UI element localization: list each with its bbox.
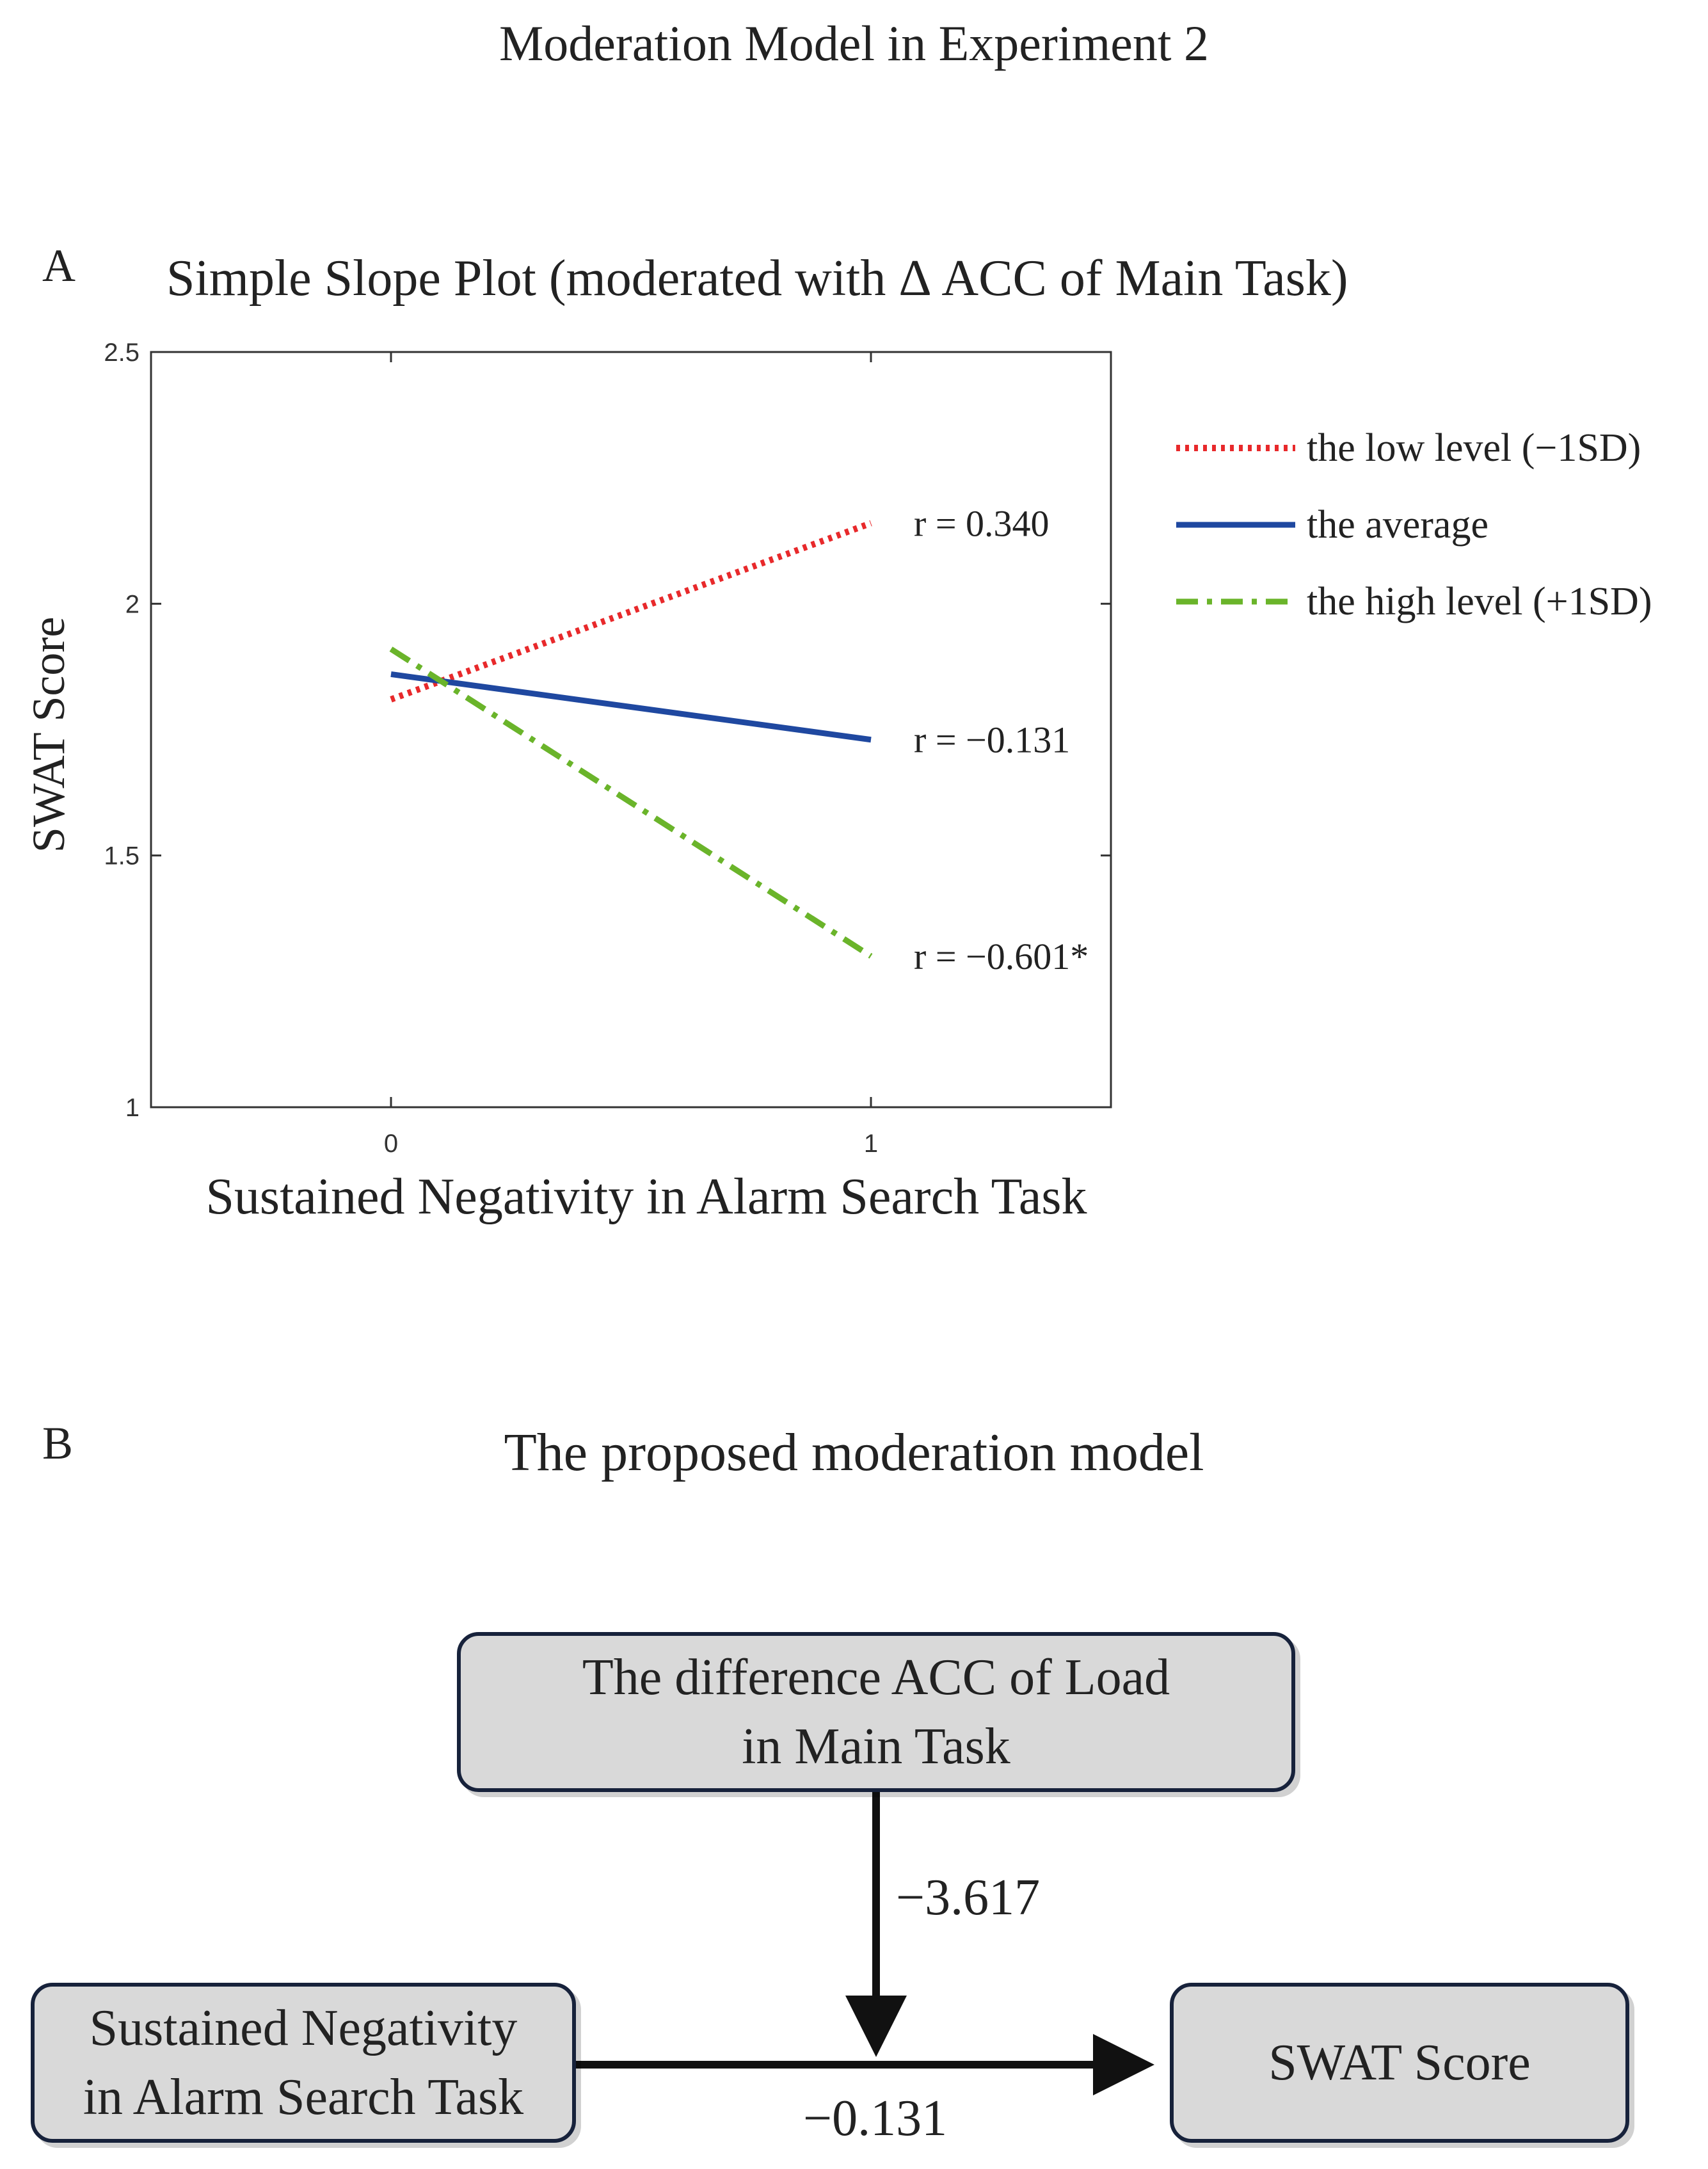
predictor-box: Sustained Negativity in Alarm Search Tas…: [31, 1983, 576, 2143]
y-tick-label: 2.5: [104, 339, 140, 367]
series-line-2: [389, 646, 873, 959]
y-tick-label: 1.5: [104, 842, 140, 870]
plot-area-frame: [150, 351, 1112, 1109]
figure-title: Moderation Model in Experiment 2: [499, 15, 1209, 71]
y-tick-label: 1: [125, 1094, 140, 1122]
chart-title: Simple Slope Plot (moderated with Δ ACC …: [166, 250, 1348, 307]
series-lines: [389, 520, 873, 959]
panel-b-label: B: [42, 1418, 74, 1469]
path-coefficient: −0.131: [803, 2090, 948, 2147]
outcome-box: SWAT Score: [1170, 1983, 1629, 2143]
predictor-label-line2: in Alarm Search Task: [83, 2069, 524, 2125]
slope-annotations: r = 0.340 r = −0.131 r = −0.601*: [914, 502, 1089, 977]
legend-label-2: the high level (+1SD): [1307, 580, 1652, 623]
x-axis-label: Sustained Negativity in Alarm Search Tas…: [205, 1169, 1087, 1225]
y-axis: 1 1.5 2 2.5: [104, 339, 1111, 1122]
slope-annotation-1: r = −0.131: [914, 719, 1070, 761]
model-title: The proposed moderation model: [504, 1423, 1204, 1482]
predictor-label-line1: Sustained Negativity: [89, 2000, 518, 2056]
moderator-label-line2: in Main Task: [742, 1718, 1010, 1775]
outcome-label: SWAT Score: [1268, 2035, 1531, 2091]
moderator-coefficient: −3.617: [896, 1869, 1041, 1926]
slope-annotation-2: r = −0.601*: [914, 936, 1089, 977]
y-tick-label: 2: [125, 590, 140, 618]
legend-label-1: the average: [1307, 503, 1489, 547]
series-line-1: [390, 671, 872, 743]
legend: the low level (−1SD) the average the high …: [1176, 426, 1652, 623]
panel-a-label: A: [42, 240, 76, 291]
legend-label-0: the low level (−1SD): [1307, 426, 1641, 470]
x-tick-label: 1: [864, 1130, 878, 1158]
slope-annotation-0: r = 0.340: [914, 502, 1050, 544]
moderator-box: The difference ACC of Load in Main Task: [457, 1632, 1295, 1792]
y-axis-label: SWAT Score: [23, 617, 74, 853]
x-tick-label: 0: [384, 1130, 398, 1158]
moderator-label-line1: The difference ACC of Load: [582, 1649, 1170, 1706]
